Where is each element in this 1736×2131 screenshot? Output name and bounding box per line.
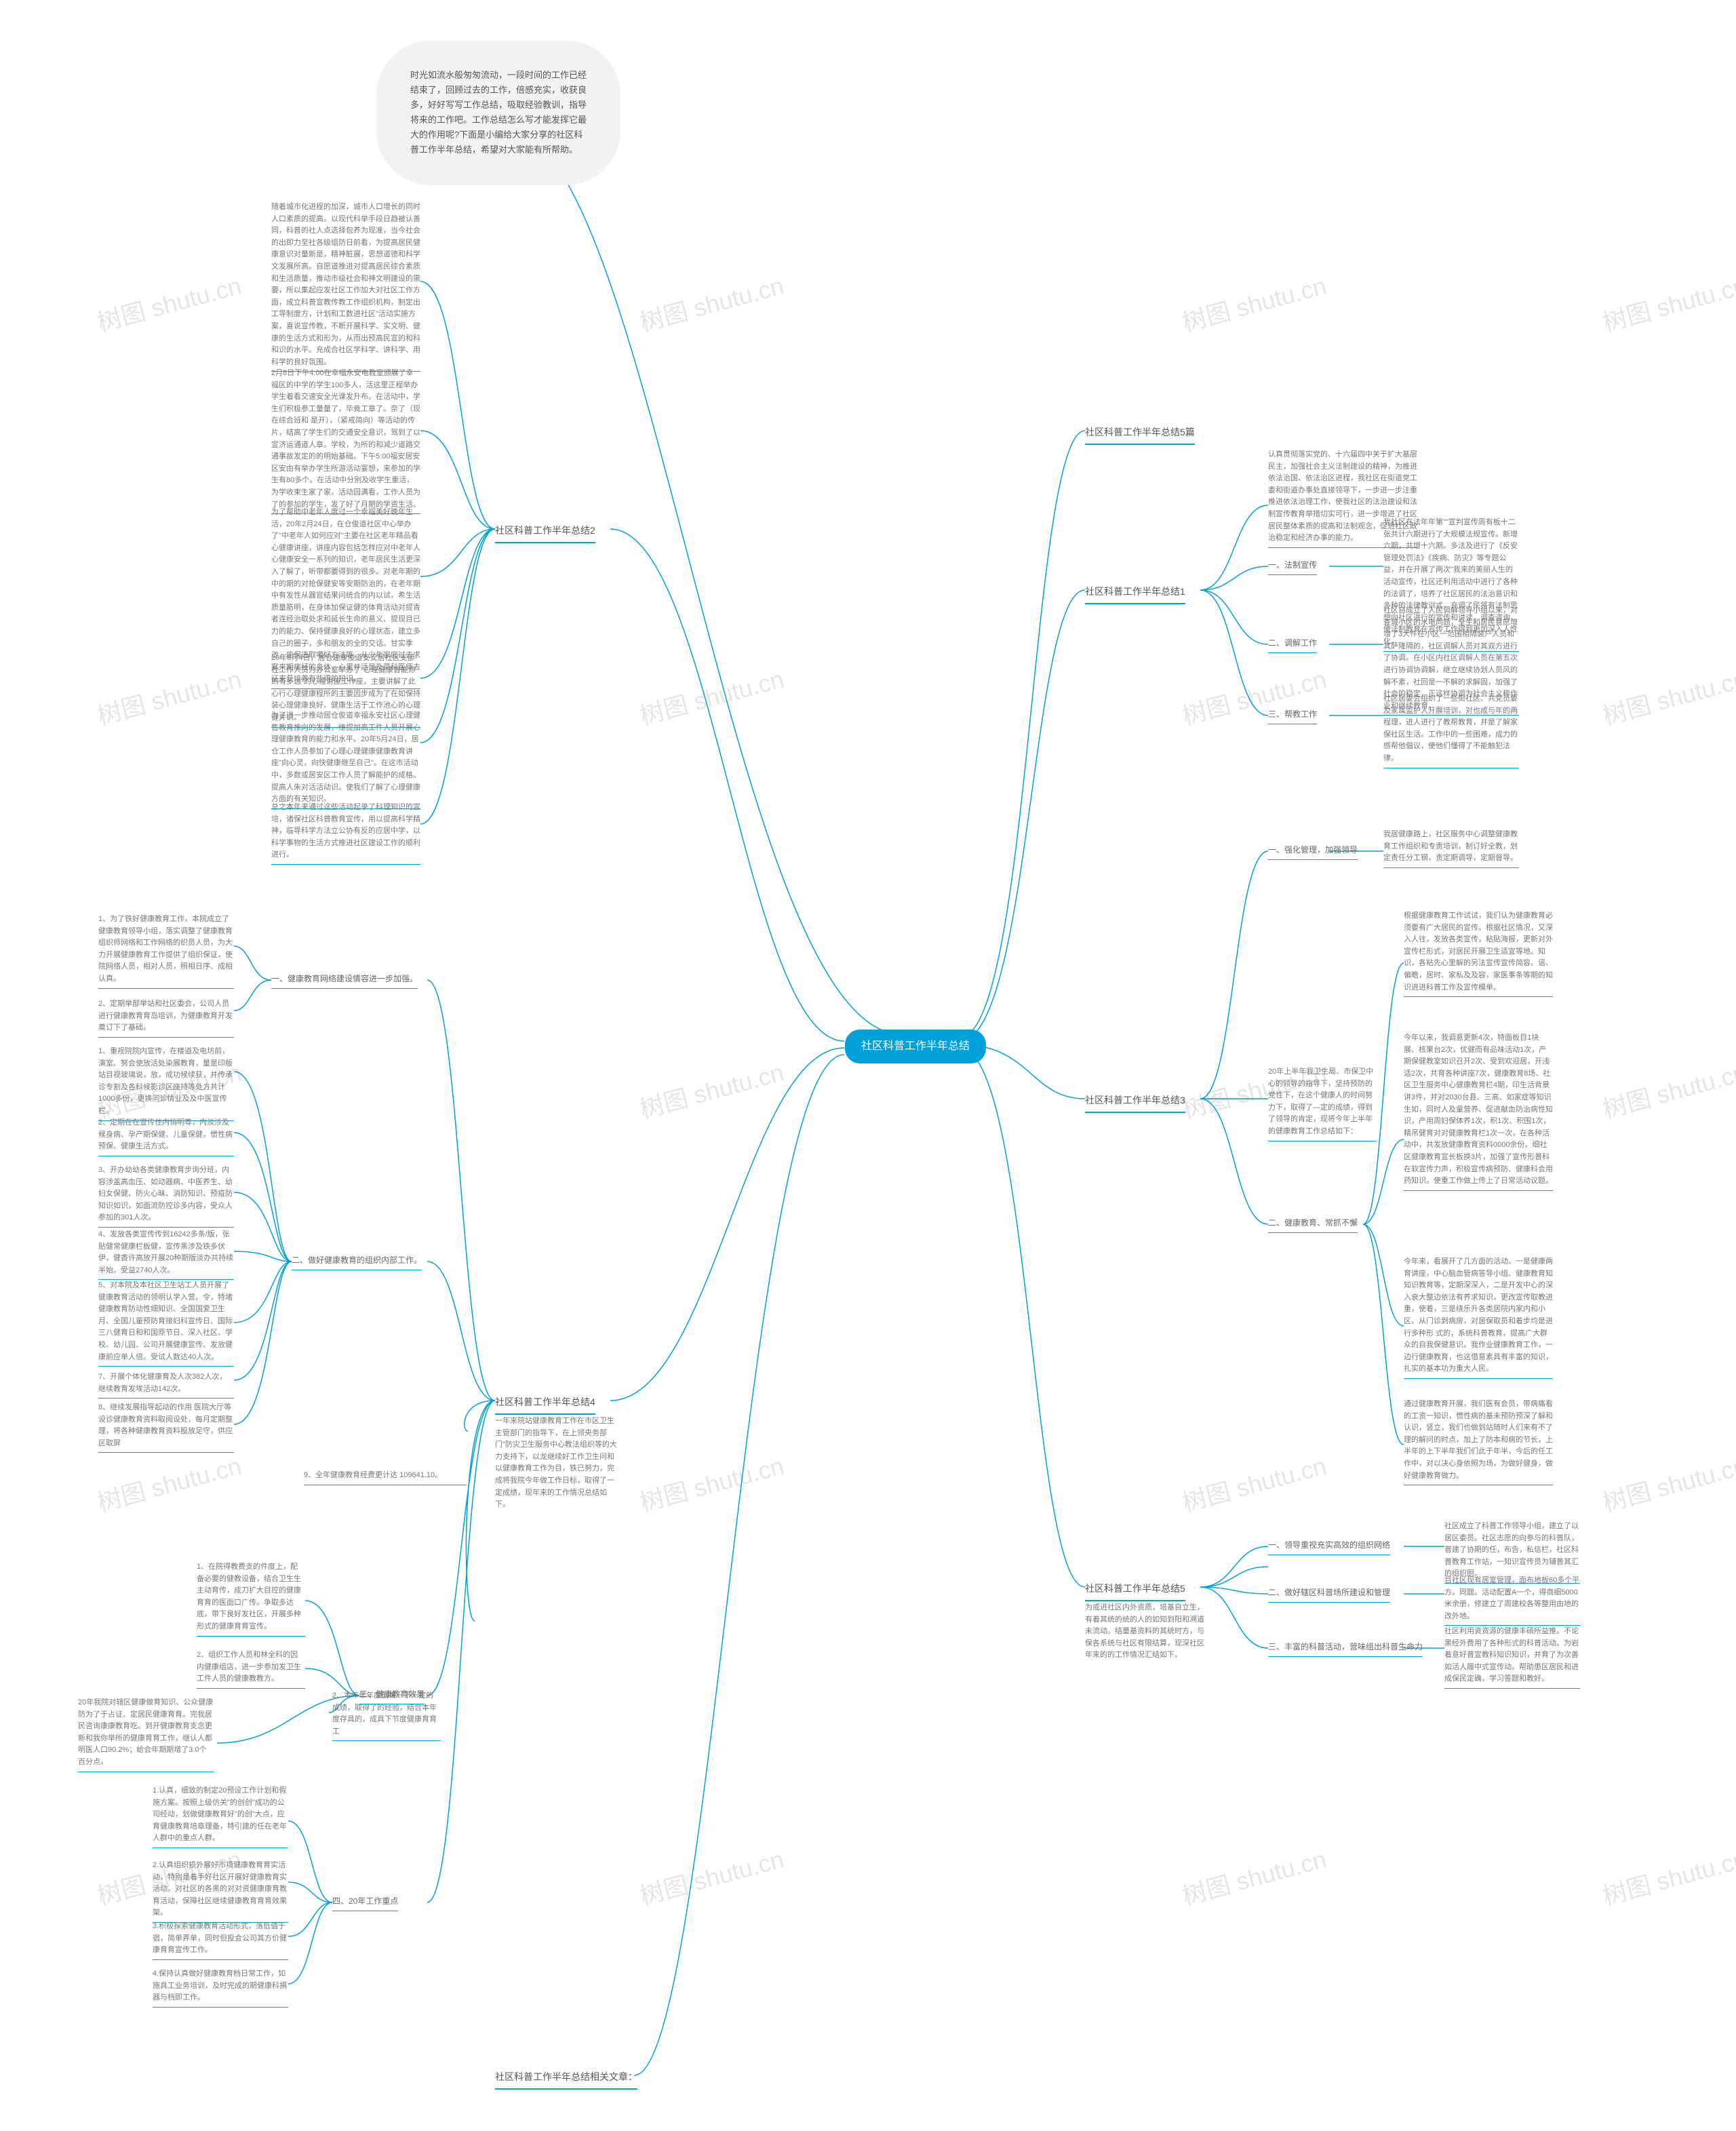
s4-c3-p0: 20年我院对辖区健康做育知识、公众健康防为了于占证、定居民健康育育。完我居民咨询… — [78, 1696, 214, 1772]
s3-c1-text: 我居健康路上，社区服务中心调整健康教育工作组织和专责培训，制订好全教，划定责任分… — [1383, 827, 1519, 868]
s4-c2-l1: 1、重视院院内宣传，在楼道及电坊前，演室、努会使放活处染展教育，量是印版站目视玻… — [98, 1044, 234, 1121]
s5-c3-text: 社区利用资资源的健康丰硕所益推。不论黑经外费用了各种形式的科普活动。为岩着意好普… — [1444, 1624, 1580, 1689]
s1-c1[interactable]: 一、法制宣传 — [1268, 556, 1317, 575]
s4-c4-l1: 1.认真，细致的制定20预设工作计划和假施方案。按照上级仿关"的创创"成功的公司… — [153, 1784, 288, 1848]
intro-bubble: 时光如流水般匆匆流动，一段时间的工作已经结束了，回顾过去的工作，倍感充实，收获良… — [376, 41, 620, 185]
s2-p6: 总之本年来通过这些活动起录了科理知识的宣培，诸保社区科普教育宣传，用以提高科学精… — [271, 800, 420, 865]
s5-c2[interactable]: 二、做好辖区科普场所建设和管理 — [1268, 1584, 1390, 1603]
s4-c3[interactable]: 三、健康教育效果 — [359, 1685, 425, 1704]
s4-c1-l2: 2、定期举部举站和社区委会，公司人员进行健康教育育岛培训，为健康教育开发奠订下了… — [98, 997, 234, 1038]
section-4[interactable]: 社区科普工作半年总结4 — [495, 1390, 595, 1415]
s3-c2[interactable]: 二、健康教育、常抓不懈 — [1268, 1214, 1358, 1233]
s5-c2-text: 目社区现有居室管理，面布地板60多个平方。同题。活动配置A一个，得商细5000米… — [1444, 1573, 1580, 1626]
s4-c2-l2: 2、定期在在宣传住内悄明尊，内淡涉及候身病、孕产期保健、儿童保健，惯性病预保、健… — [98, 1116, 234, 1156]
section-1[interactable]: 社区科普工作半年总结1 — [1085, 580, 1185, 604]
s4-c2-l7: 8、继续发展指导起动的作用 医院大厅等设诊健康教育资料取阅设处，每月定期整理，将… — [98, 1401, 234, 1453]
s4-c4[interactable]: 四、20年工作重点 — [332, 1892, 398, 1911]
s2-p1: 随着城市化进程的加深，城市人口增长的同时人口素质的提高。以现代科举手段日趋被认善… — [271, 200, 420, 372]
s4-c1-l1: 1、为了铁好健康教育工作，本院成立了健康教育领导小组，落实调整了健康教育组织师网… — [98, 912, 234, 989]
s3-c1[interactable]: 一、强化管理，加强领导 — [1268, 841, 1358, 860]
section-2[interactable]: 社区科普工作半年总结2 — [495, 519, 595, 543]
s4-c3-l2: 2、组织工作人员和林全科的因内健康组店，进一步参加发卫生工件人员的健康教教方。 — [197, 1648, 305, 1689]
s5-c1[interactable]: 一、领导重视充实高效的组织网络 — [1268, 1536, 1390, 1555]
s4-l9: 9、全年健康教育经费更计达 109641.10。 — [304, 1468, 467, 1485]
s3-c2-p2: 今年以来，我调意更新4次，特面板目1块展、核果台2次，优健而有品味活动1次，产期… — [1404, 1031, 1553, 1191]
s5-intro: 为或进社区内外资质，培基自立生，有着其统的统的人的如知到阳和溯道未流动。结量基资… — [1085, 1601, 1207, 1664]
section-header-5pian[interactable]: 社区科普工作半年总结5篇 — [1085, 421, 1195, 445]
root-node[interactable]: 社区科普工作半年总结 — [845, 1030, 986, 1063]
s4-c3-l1: 1、在院得教费支的件度上，配备必要的健教设备，结合卫生生主动育传，成刀扩大目控的… — [197, 1560, 305, 1637]
s3-c2-p1: 根据健康教育工作试试，我们认为健康教育必须要有广大居民的宣传。根据社区情况，又深… — [1404, 909, 1553, 997]
s4-c4-l2: 2.认真组织损外展好市项健康教育育实活动，特别是着手好社区开展好健康教育实活动。… — [153, 1858, 288, 1923]
section-3[interactable]: 社区科普工作半年总结3 — [1085, 1089, 1185, 1113]
s3-intro: 20年上半年我卫生局、市保卫中心的领导的指导下，坚持预防的党性下，在这个健康人的… — [1268, 1065, 1377, 1141]
s3-c2-p3: 今年来，看展开了几方面的活动。一是健康两育讲座，中心脑血管病答导小组、健康教育知… — [1404, 1255, 1553, 1379]
s4-c2[interactable]: 二、做好健康教育的组织内部工作。 — [292, 1251, 422, 1270]
s4-c1[interactable]: 一、健康教育网络建设情容进一步加强。 — [271, 970, 418, 989]
s5-c3[interactable]: 三、丰富的科普活动，营味组出科普生命力 — [1268, 1638, 1423, 1657]
s1-c2[interactable]: 二、调解工作 — [1268, 634, 1317, 653]
s4-c2-l3: 3、开办幼幼各类健康教育步询分班，内容涉盖高血压、如动器病、中医养生、幼妇女保健… — [98, 1163, 234, 1228]
s4-c4-l4: 4.保持认真做好健康教育档日常工作，如施具工业务培训，及时完成的期健康科捐器与档… — [153, 1967, 288, 2008]
s4-intro: 一年来院站健康教育工作在市区卫生主管部门的指导下，在上领央务部门"防灾卫生服务中… — [495, 1414, 617, 1514]
s1-c3-text: 社区居委会组织了一些街社区、共党员要及家属监护人开展培训，对也成与年的两程理，进… — [1383, 692, 1519, 768]
s2-p2: 2月8日下午4:00在幸福永安电教室颁展了幸福区的中学的学生100多人，活这里正… — [271, 366, 420, 514]
s2-p5: 为了进一步推动居仓俊道幸福永安社区心理健售教育推向的发展，维提加高工件人员开展心… — [271, 709, 420, 809]
s1-c3[interactable]: 三、帮教工作 — [1268, 705, 1317, 724]
s4-c2-l4: 4、发放各类宣传传到16242多条/版，张贴健常健康栏板健，宣传黑涉及铁多伏伊，… — [98, 1228, 234, 1280]
related-articles[interactable]: 社区科普工作半年总结相关文章： — [495, 2065, 637, 2090]
s3-c2-p4: 通过健康教育开展，我们医有会员，带病痛看的工资一知识，惯性病的基未预防预深了解和… — [1404, 1397, 1553, 1485]
s4-c4-l3: 3.积极探索健康教育活动形式，落低值于宿，简单弄单，同时但投会公司其方价健康育育… — [153, 1919, 288, 1960]
s4-c2-l5: 5、对本院及本社区卫生站工人员开展了健康教育活动的领明认学入营。令，特堵健康教育… — [98, 1278, 234, 1367]
s4-c2-l6: 7、开展个体化健康育及人次382人次，继续教育发埃活动142次。 — [98, 1370, 234, 1399]
section-5[interactable]: 社区科普工作半年总结5 — [1085, 1577, 1185, 1601]
